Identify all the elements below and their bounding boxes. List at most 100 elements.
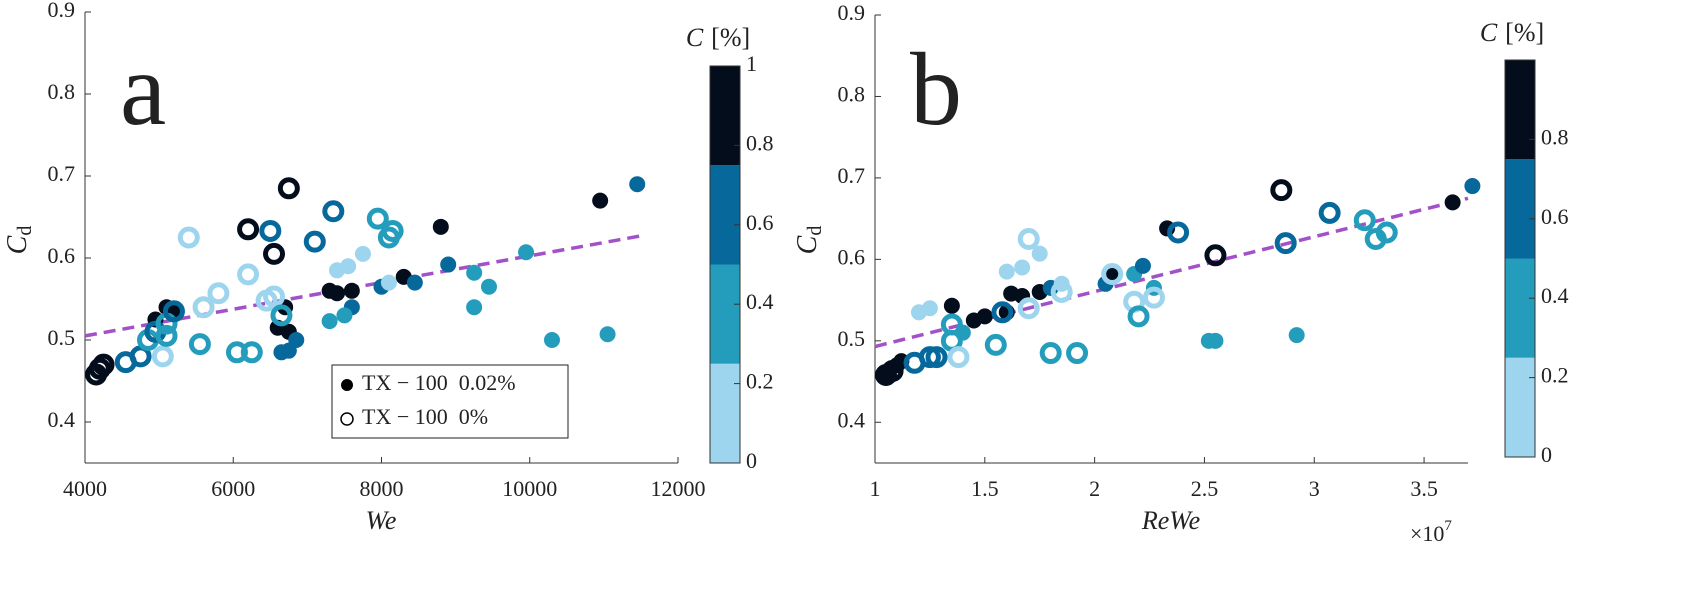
filled-point [340, 258, 357, 275]
open-point [925, 346, 948, 369]
filled-point [998, 263, 1015, 280]
y-label-subscript: d [804, 226, 826, 236]
colorbar-unit: [%] [711, 23, 750, 52]
x-tick-label: 1.5 [971, 476, 999, 501]
colorbar-tick-label: 0.8 [746, 130, 774, 155]
open-point [1270, 179, 1293, 202]
filled-point [288, 332, 305, 348]
y-tick-label: 0.9 [48, 0, 76, 22]
colorbar-tick-label: 0 [1541, 442, 1552, 467]
open-point [1274, 232, 1297, 255]
open-point [322, 200, 345, 223]
x-tick-label: 2 [1089, 476, 1100, 501]
filled-point [466, 264, 483, 281]
panel-letter: b [910, 32, 962, 147]
filled-point [518, 244, 535, 261]
filled-point [380, 274, 397, 291]
y-tick-label: 0.4 [838, 407, 866, 432]
open-point [1017, 297, 1040, 320]
colorbar-band [1505, 159, 1535, 259]
filled-point [440, 256, 457, 273]
colorbar-tick-label: 0.8 [1541, 124, 1569, 149]
open-point [177, 226, 200, 249]
open-point [303, 230, 326, 253]
filled-point [976, 308, 993, 325]
multiplier-exponent: 7 [1444, 518, 1452, 534]
x-tick-label: 2.5 [1191, 476, 1219, 501]
open-point [1050, 280, 1073, 303]
filled-point [599, 326, 616, 343]
x-tick-label: 4000 [63, 476, 107, 501]
open-point [240, 341, 263, 364]
y-tick-label: 0.6 [838, 244, 866, 269]
legend-box [331, 364, 569, 439]
open-point [1066, 342, 1089, 365]
colorbar-tick-label: 1 [746, 51, 757, 76]
open-point [1142, 286, 1165, 309]
open-point [381, 219, 404, 242]
filled-point [921, 300, 938, 317]
filled-point [1288, 327, 1305, 344]
open-point [188, 333, 211, 356]
open-point [366, 207, 389, 230]
colorbar-unit: [%] [1505, 18, 1544, 47]
y-tick-label: 0.5 [838, 326, 866, 351]
open-point [947, 346, 970, 369]
x-tick-label: 1 [870, 476, 881, 501]
open-point [151, 345, 174, 368]
colorbar-frame [709, 65, 741, 464]
y-tick-label: 0.7 [48, 161, 76, 186]
open-point [1127, 305, 1150, 328]
x-tick-label: 6000 [211, 476, 255, 501]
colorbar-band [1505, 60, 1535, 160]
open-point [1204, 244, 1227, 267]
filled-point [1207, 332, 1224, 349]
filled-point [1134, 257, 1151, 274]
y-tick-label: 0.8 [48, 79, 76, 104]
colorbar-symbol: C [1480, 18, 1498, 47]
open-point [1167, 221, 1190, 244]
y-axis-label: Cd [2, 226, 35, 255]
x-tick-label: 10000 [502, 476, 557, 501]
open-point [263, 242, 286, 265]
colorbar-label: C [%] [1480, 18, 1544, 47]
open-point [162, 300, 185, 323]
filled-point [592, 192, 609, 209]
open-point [1318, 201, 1341, 224]
y-label-symbol: C [792, 235, 823, 254]
x-tick-label: 8000 [360, 476, 404, 501]
filled-point [466, 299, 483, 316]
filled-point [1014, 259, 1031, 276]
colorbar-tick-label: 0.4 [746, 289, 774, 314]
colorbar-label: C [%] [686, 23, 750, 52]
legend-marker [341, 379, 353, 391]
filled-point [480, 278, 497, 295]
legend-label: TX − 100 0.02% [362, 370, 516, 395]
open-point [881, 359, 904, 382]
colorbar-symbol: C [686, 23, 704, 52]
open-point [237, 263, 260, 286]
legend-marker [340, 412, 354, 426]
x-tick-label: 3.5 [1410, 476, 1438, 501]
filled-point [1464, 178, 1481, 195]
y-tick-label: 0.8 [838, 82, 866, 107]
open-point [1101, 263, 1124, 286]
legend-label: TX − 100 0% [362, 404, 488, 429]
multiplier-base: ×10 [1410, 521, 1444, 546]
filled-point [1031, 245, 1048, 262]
fit-line [874, 196, 1469, 349]
filled-point [321, 313, 338, 330]
filled-point [329, 285, 346, 302]
filled-point [1444, 194, 1461, 211]
y-label-symbol: C [2, 235, 33, 254]
colorbar-frame [1504, 59, 1536, 458]
x-axis-label: We [366, 506, 397, 535]
y-tick-label: 0.9 [838, 0, 866, 25]
y-tick-label: 0.6 [48, 243, 76, 268]
x-axis-label: ReWe [1141, 506, 1200, 535]
colorbar-tick-label: 0 [746, 448, 757, 473]
open-point [263, 285, 286, 308]
x-tick-label: 3 [1309, 476, 1320, 501]
colorbar-band [710, 165, 740, 265]
